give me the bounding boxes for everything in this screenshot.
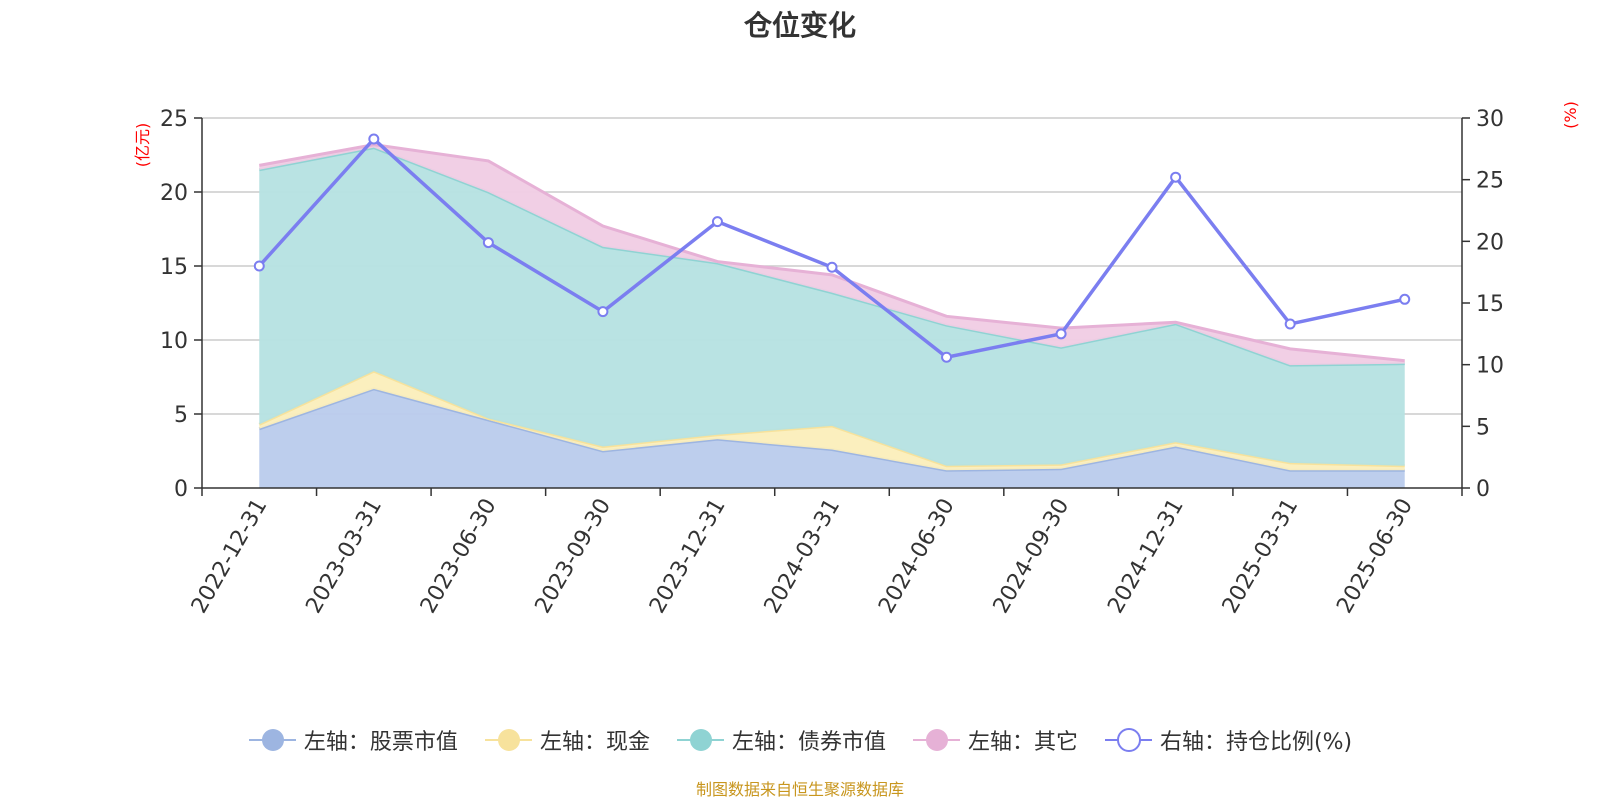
- legend-item[interactable]: 左轴：债券市值: [676, 724, 886, 756]
- area-fill-series-2: [259, 147, 1405, 466]
- right-axis-unit: (%): [1561, 101, 1580, 129]
- legend-swatch-icon: [484, 729, 532, 751]
- x-tick-label: 2022-12-31: [187, 495, 273, 618]
- left-tick-label: 10: [160, 329, 188, 354]
- right-tick-label: 25: [1476, 169, 1504, 194]
- legend-label: 左轴：现金: [539, 730, 650, 755]
- ratio-point[interactable]: [1284, 318, 1296, 330]
- ratio-point[interactable]: [253, 260, 265, 272]
- legend-swatch-icon: [912, 729, 960, 751]
- legend-item[interactable]: 右轴：持仓比例(%): [1104, 724, 1352, 756]
- legend-swatch-icon: [248, 729, 296, 751]
- chart-title: 仓位变化: [743, 9, 856, 42]
- area-edge-series-3: [259, 143, 1405, 363]
- right-tick-label: 10: [1476, 354, 1504, 379]
- ratio-point[interactable]: [368, 133, 380, 145]
- data-source-note: 制图数据来自恒生聚源数据库: [695, 780, 904, 799]
- legend: 左轴：股票市值 左轴：现金 左轴：债券市值 左轴：其它 右轴：持仓比例(%): [0, 720, 1600, 760]
- x-tick-label: 2024-06-30: [874, 495, 960, 618]
- line-series: [253, 133, 1411, 363]
- left-tick-label: 0: [174, 477, 188, 502]
- legend-swatch-icon: [1104, 728, 1152, 752]
- legend-label: 左轴：债券市值: [731, 730, 886, 755]
- right-tick-label: 20: [1476, 230, 1504, 255]
- left-tick-label: 20: [160, 181, 188, 206]
- x-tick-label: 2023-09-30: [531, 495, 617, 618]
- ratio-point[interactable]: [826, 261, 838, 273]
- ratio-point[interactable]: [1055, 328, 1067, 340]
- x-tick-label: 2025-06-30: [1332, 495, 1418, 618]
- right-tick-label: 5: [1476, 415, 1490, 440]
- ratio-point[interactable]: [1170, 171, 1182, 183]
- area-fill-series-1: [259, 371, 1405, 471]
- ratio-point[interactable]: [482, 237, 494, 249]
- left-axis-unit: (亿元): [133, 123, 152, 168]
- area-fill-series-0: [259, 388, 1405, 488]
- left-tick-label: 25: [160, 107, 188, 132]
- chart-plot: 0 5 10 15 20 25 0 5 10 15 20 25 30 2022-12-31 2023-03-…: [133, 101, 1580, 618]
- area-series: [258, 143, 1405, 488]
- ratio-point[interactable]: [597, 306, 609, 318]
- ratio-point[interactable]: [1399, 293, 1411, 305]
- x-tick-label: 2023-06-30: [416, 495, 502, 618]
- ratio-point[interactable]: [711, 216, 723, 228]
- x-tick-label: 2024-12-31: [1103, 495, 1189, 618]
- x-tick-label: 2024-09-30: [989, 495, 1075, 618]
- x-tick-label: 2023-12-31: [645, 495, 731, 618]
- legend-item[interactable]: 左轴：现金: [484, 724, 650, 756]
- area-fill-series-3: [259, 144, 1405, 366]
- x-tick-label: 2025-03-31: [1218, 495, 1304, 618]
- right-tick-label: 0: [1476, 477, 1490, 502]
- legend-item[interactable]: 左轴：其它: [912, 724, 1078, 756]
- x-tick-label: 2024-03-31: [760, 495, 846, 618]
- legend-swatch-icon: [676, 729, 724, 751]
- right-tick-label: 30: [1476, 107, 1504, 132]
- left-tick-label: 5: [174, 403, 188, 428]
- legend-label: 左轴：股票市值: [303, 730, 458, 755]
- left-tick-label: 15: [160, 255, 188, 280]
- legend-item[interactable]: 左轴：股票市值: [248, 724, 458, 756]
- ratio-point[interactable]: [941, 351, 953, 363]
- x-tick-label: 2023-03-31: [301, 495, 387, 618]
- legend-label: 右轴：持仓比例(%): [1159, 730, 1353, 755]
- legend-label: 左轴：其它: [967, 730, 1078, 755]
- right-tick-label: 15: [1476, 292, 1504, 317]
